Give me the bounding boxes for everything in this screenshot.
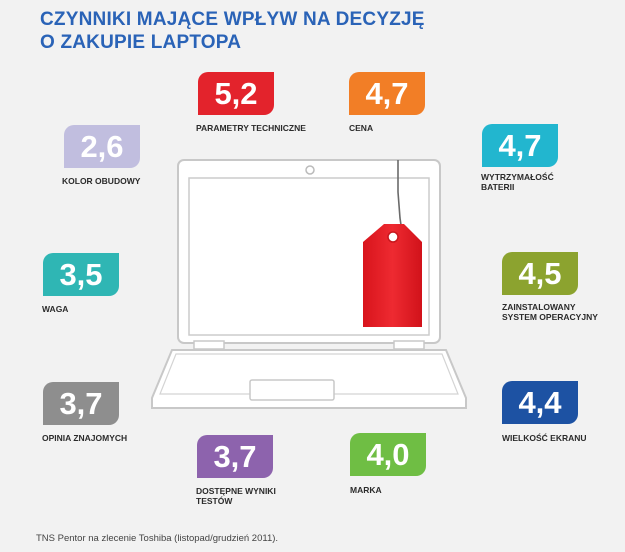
laptop-keyboard-area [159,353,459,395]
factor-label: WAGA [42,304,69,314]
factor-label: ZAINSTALOWANY SYSTEM OPERACYJNY [502,302,598,322]
factor-label: CENA [349,123,374,133]
value-badge: 3,7 [197,435,273,478]
value-badge: 4,7 [482,124,558,167]
factor-label: PARAMETRY TECHNICZNE [196,123,306,133]
chart-title-line-1: CZYNNIKI MAJĄCE WPŁYW NA DECYZJĘ [40,9,425,30]
chart-title: CZYNNIKI MAJĄCE WPŁYW NA DECYZJĘ O ZAKUP… [40,8,425,54]
factor-label: WIELKOŚĆ EKRANU [502,433,587,443]
laptop-hinge-right [393,340,425,350]
value-badge: 5,2 [198,72,274,115]
value-badge: 4,4 [502,381,578,424]
price-tag-icon [363,224,422,327]
price-tag-hole [387,231,399,243]
laptop-hinge-left [193,340,225,350]
factor-label: DOSTĘPNE WYNIKI TESTÓW [196,486,276,506]
value-badge: 3,7 [43,382,119,425]
value-badge: 2,6 [64,125,140,168]
factor-label: KOLOR OBUDOWY [62,176,141,186]
value-badge: 4,5 [502,252,578,295]
factor-label: OPINIA ZNAJOMYCH [42,433,128,443]
webcam-icon [305,165,315,175]
source-note: TNS Pentor na zlecenie Toshiba (listopad… [36,533,279,544]
factor-label: MARKA [350,485,382,495]
laptop-touchpad [249,379,335,401]
value-badge: 4,7 [349,72,425,115]
chart-title-line-2: O ZAKUPIE LAPTOPA [40,32,242,53]
factor-label: WYTRZYMAŁOŚĆ BATERII [481,172,554,192]
value-badge: 3,5 [43,253,119,296]
value-badge: 4,0 [350,433,426,476]
